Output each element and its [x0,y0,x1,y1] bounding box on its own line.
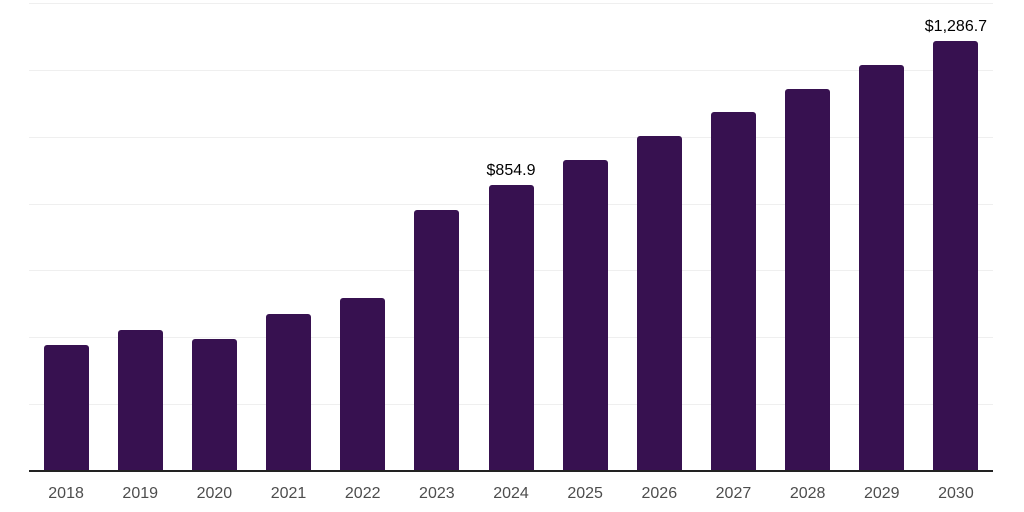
x-tick-label-2019: 2019 [122,485,159,502]
bar-2030 [933,40,979,471]
gridline [29,69,993,71]
bar-2027 [710,112,756,471]
x-tick-label-2030: 2030 [938,485,974,502]
bar-2020 [191,338,237,471]
bar-2023 [414,209,460,471]
bar-2022 [340,297,386,471]
x-tick-label-2024: 2024 [493,485,529,502]
x-tick-label-2022: 2022 [344,485,381,502]
x-axis-line [29,470,993,472]
bar-2024 [488,185,534,471]
x-tick-label-2025: 2025 [567,485,603,502]
bar-2018 [43,345,89,471]
x-tick-label-2027: 2027 [715,485,752,502]
x-tick-label-2018: 2018 [48,485,84,502]
x-tick-label-2028: 2028 [789,485,826,502]
bar-2028 [785,88,831,471]
bar-2019 [117,329,163,471]
bar-2025 [562,160,608,471]
x-tick-label-2020: 2020 [196,485,233,502]
x-tick-label-2029: 2029 [863,485,900,502]
bar-value-label-2030: $1,286.7 [924,17,988,35]
x-tick-label-2026: 2026 [641,485,678,502]
bar-2026 [636,136,682,471]
gridline [29,136,993,138]
bar-2029 [859,64,905,471]
bar-2021 [266,313,312,471]
gridline [29,3,993,4]
x-tick-label-2021: 2021 [270,485,307,502]
x-tick-label-2023: 2023 [419,485,455,502]
bar-value-label-2024: $854.9 [486,162,536,180]
